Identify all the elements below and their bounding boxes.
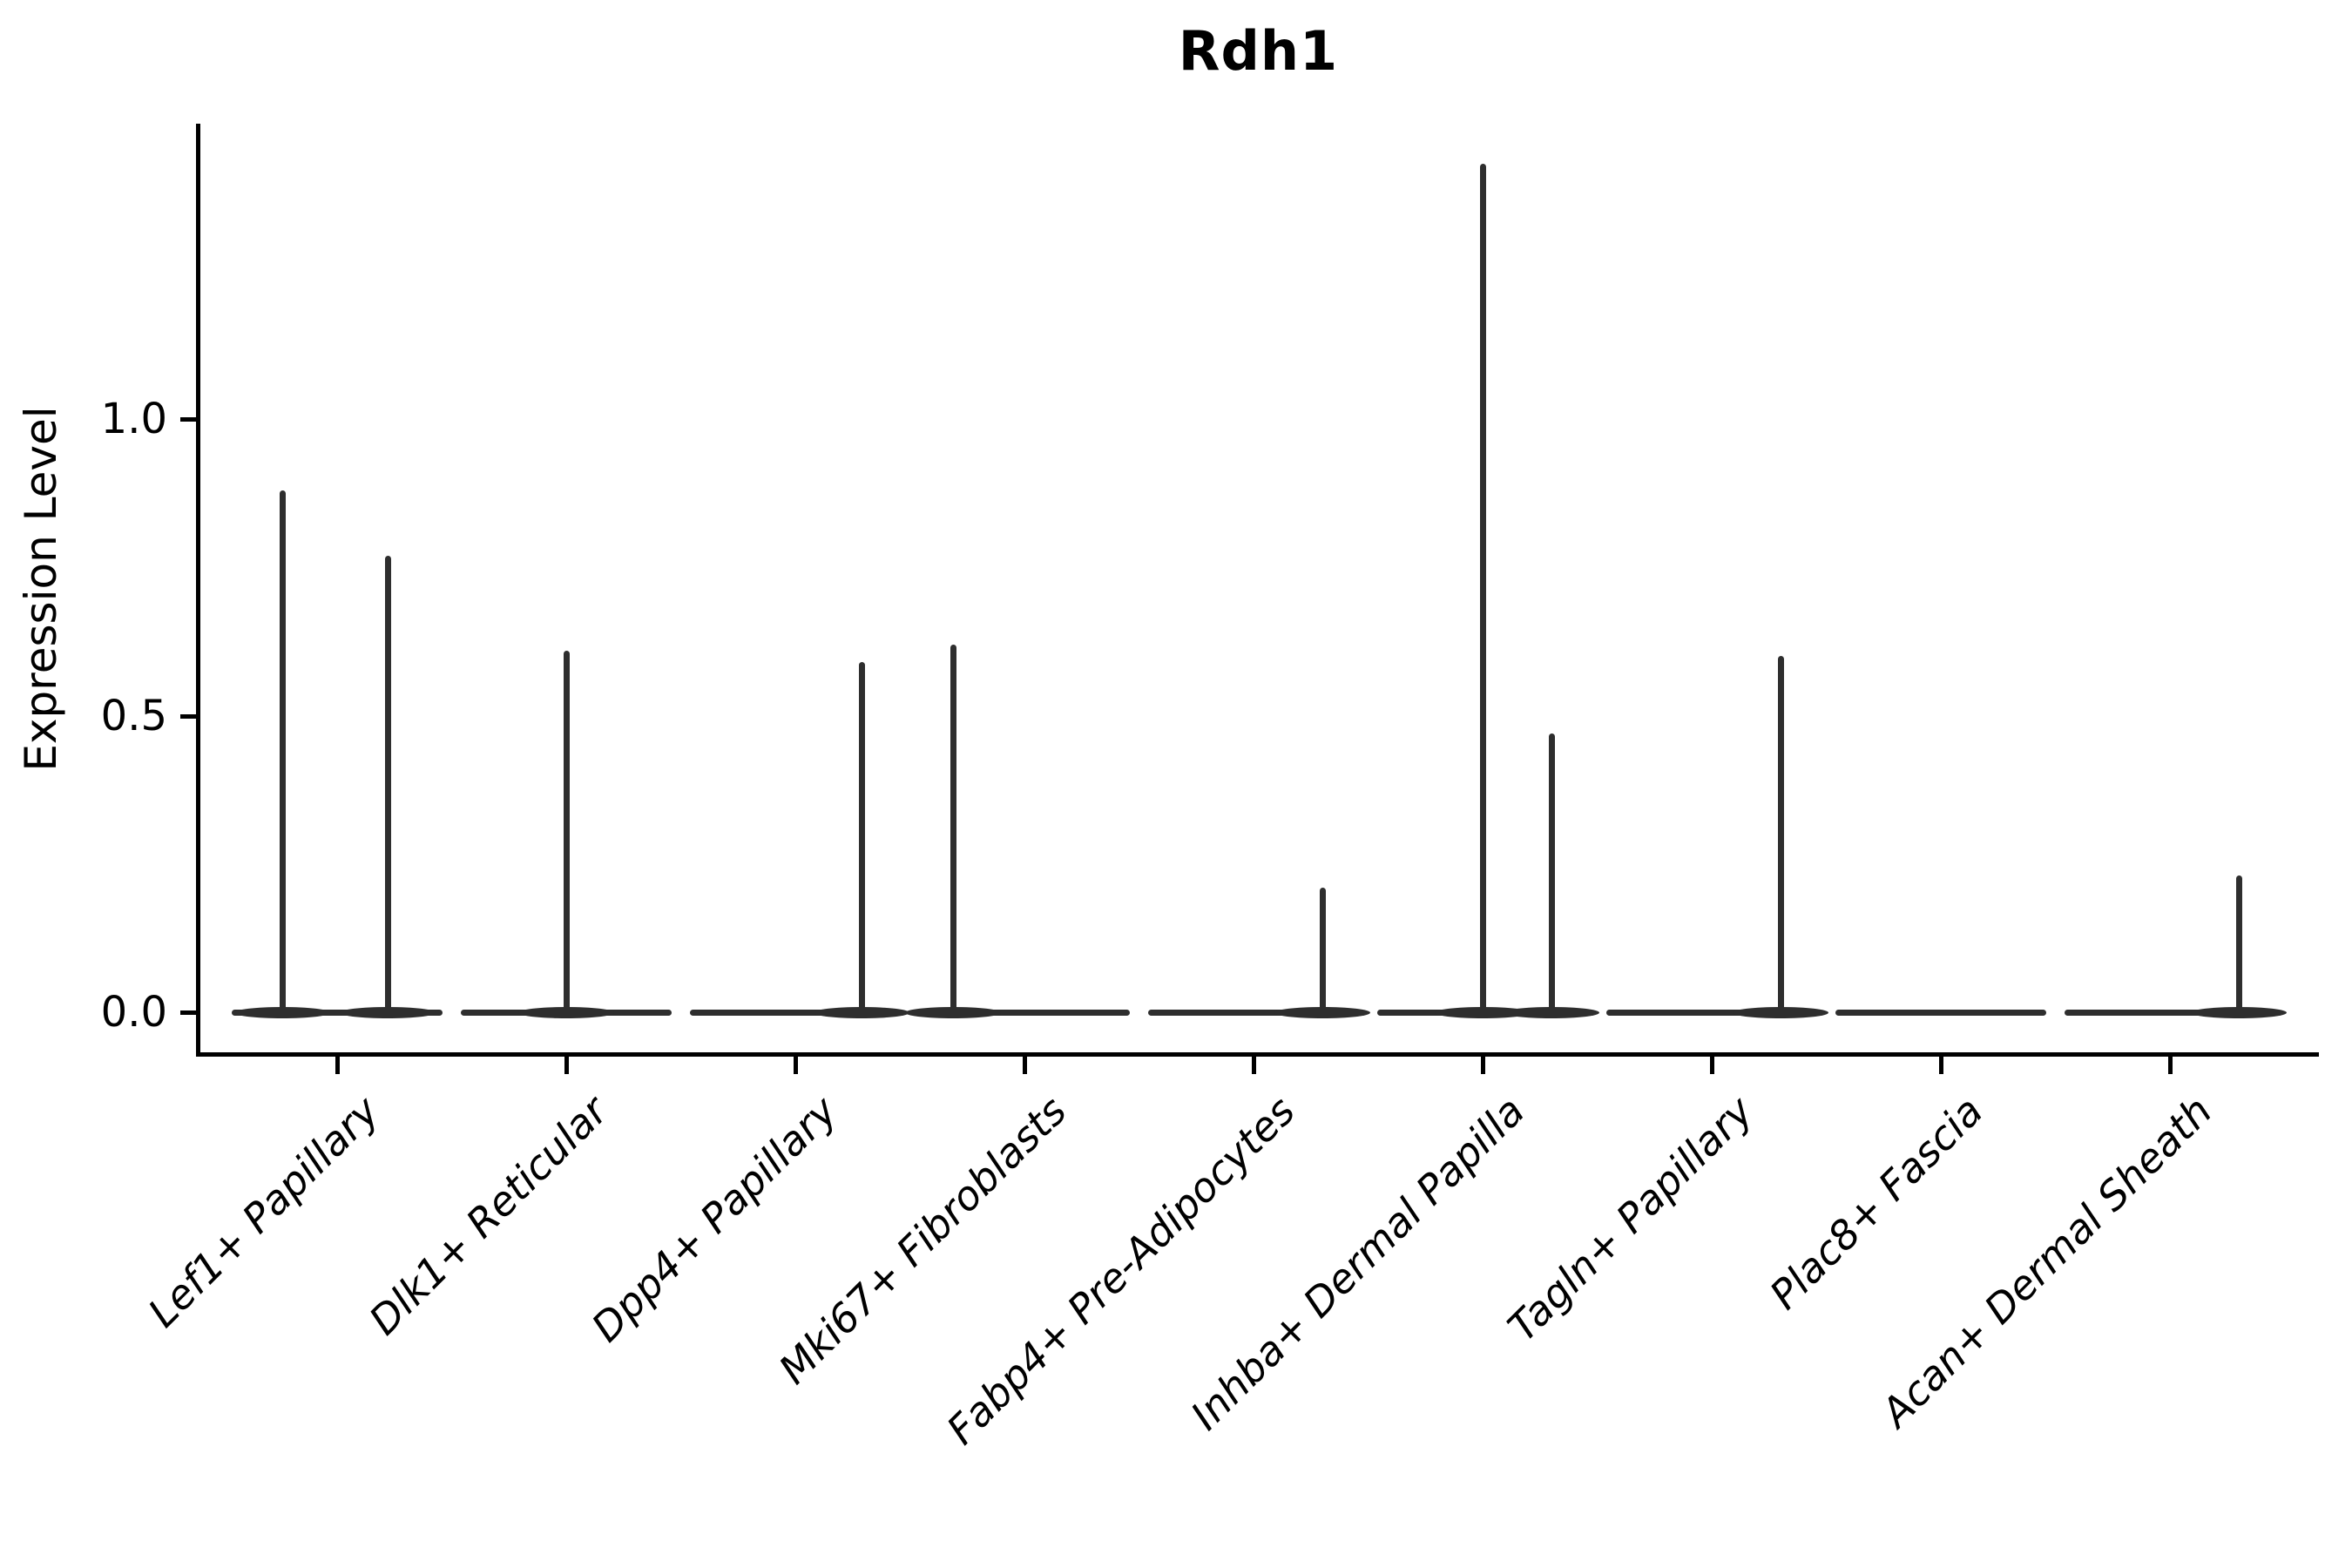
violin-base (1835, 1010, 2046, 1016)
x-tick-mark (1710, 1057, 1714, 1074)
x-tick-mark (564, 1057, 569, 1074)
violin-spike (1480, 164, 1486, 1016)
x-tick-label: Tagln+ Papillary (1498, 1087, 1763, 1351)
x-tick-mark (2168, 1057, 2173, 1074)
violin-spike (564, 651, 570, 1016)
violin-spike (280, 490, 286, 1016)
x-tick-label: Lef1+ Papillary (139, 1087, 389, 1336)
x-tick-mark (794, 1057, 798, 1074)
y-axis-label: Expression Level (16, 406, 66, 772)
violin-spike (950, 645, 956, 1016)
y-tick-mark (180, 713, 198, 719)
violin-base (1148, 1010, 1359, 1016)
y-tick-label: 0.0 (100, 988, 167, 1037)
x-axis-line (196, 1052, 2319, 1057)
violin-spike (1778, 656, 1784, 1016)
y-axis-line (196, 124, 200, 1056)
x-tick-label: Dlk1+ Reticular (360, 1087, 618, 1344)
x-tick-mark (1481, 1057, 1485, 1074)
violin-base (919, 1010, 1130, 1016)
violin-base (2065, 1010, 2275, 1016)
x-tick-mark (1939, 1057, 1943, 1074)
y-tick-label: 0.5 (100, 691, 167, 740)
x-tick-mark (335, 1057, 340, 1074)
violin-base (232, 1010, 443, 1016)
chart-title: Rdh1 (1178, 19, 1339, 83)
violin-spike (859, 662, 865, 1016)
y-tick-mark (180, 1010, 198, 1015)
x-tick-label: Dpp4+ Papillary (582, 1087, 847, 1351)
violin-base (1606, 1010, 1817, 1016)
y-tick-label: 1.0 (100, 395, 167, 443)
violin-base (690, 1010, 901, 1016)
x-tick-mark (1252, 1057, 1256, 1074)
violin-spike (385, 556, 391, 1016)
violin-spike (2236, 875, 2242, 1016)
y-tick-mark (180, 417, 198, 422)
x-tick-label: Plac8+ Fascia (1760, 1087, 1992, 1319)
violin-spike (1320, 888, 1326, 1016)
violin-spike (1549, 733, 1555, 1016)
x-tick-mark (1023, 1057, 1027, 1074)
